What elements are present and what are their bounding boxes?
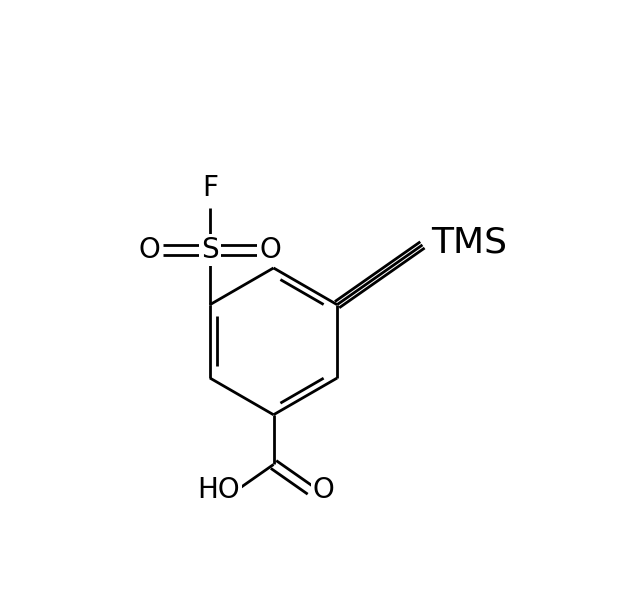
- Text: F: F: [202, 174, 218, 202]
- Text: O: O: [138, 236, 160, 264]
- Text: S: S: [201, 236, 219, 264]
- Text: TMS: TMS: [431, 226, 507, 260]
- Text: O: O: [260, 236, 282, 264]
- Text: O: O: [313, 476, 335, 504]
- Text: HO: HO: [197, 476, 240, 504]
